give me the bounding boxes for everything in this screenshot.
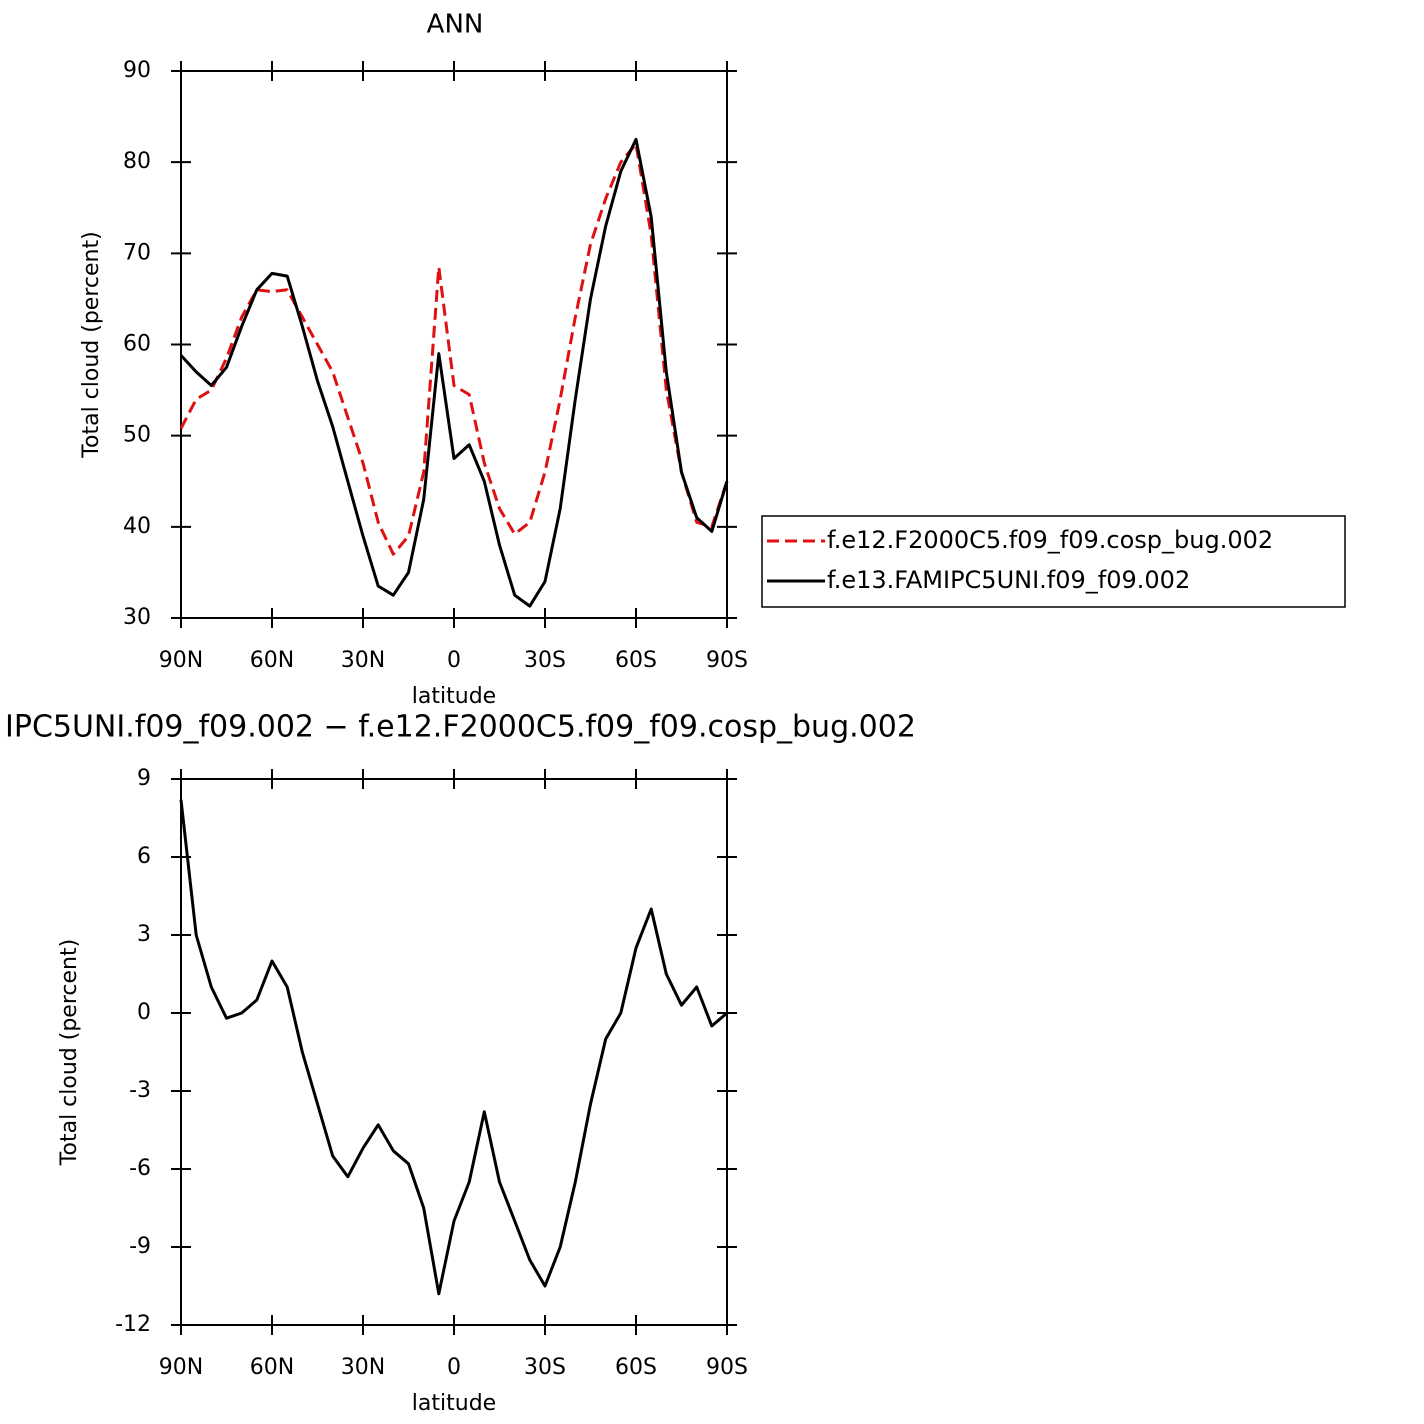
legend-text: f.e12.F2000C5.f09_f09.cosp_bug.002: [827, 526, 1273, 554]
y-tick-label: 70: [123, 240, 151, 265]
x-tick-label: 0: [447, 648, 461, 673]
y-tick-label: 60: [123, 332, 151, 357]
x-tick-label: 60N: [250, 1355, 294, 1380]
x-tick-label: 90N: [159, 648, 203, 673]
x-tick-label: 90N: [159, 1355, 203, 1380]
y-tick-label: -9: [129, 1234, 151, 1259]
x-tick-label: 30N: [341, 648, 385, 673]
y-tick-label: 90: [123, 58, 151, 83]
y-tick-label: -3: [129, 1078, 151, 1103]
y-tick-label: 30: [123, 605, 151, 630]
y-axis-label: Total cloud (percent): [57, 939, 82, 1166]
y-tick-label: 3: [137, 922, 151, 947]
data-line: [179, 142, 729, 556]
x-tick-label: 90S: [706, 1355, 748, 1380]
y-axis-label: Total cloud (percent): [79, 231, 104, 458]
data-line: [179, 137, 729, 608]
x-tick-label: 90S: [706, 648, 748, 673]
chart-title: ANN: [427, 10, 484, 40]
legend-box: [761, 515, 1346, 608]
y-tick-label: 6: [137, 844, 151, 869]
x-tick-label: 60S: [615, 1355, 657, 1380]
y-tick-label: 80: [123, 149, 151, 174]
chart-title: IPC5UNI.f09_f09.002 − f.e12.F2000C5.f09_…: [5, 710, 916, 745]
plot-frame: [180, 70, 728, 619]
legend-text: f.e13.FAMIPC5UNI.f09_f09.002: [827, 566, 1190, 594]
x-tick-label: 30S: [524, 648, 566, 673]
y-tick-label: -12: [115, 1312, 151, 1337]
x-tick-label: 30N: [341, 1355, 385, 1380]
x-tick-label: 0: [447, 1355, 461, 1380]
x-axis-label: latitude: [412, 684, 496, 709]
plot-frame: [180, 778, 728, 1326]
y-tick-label: -6: [129, 1156, 151, 1181]
data-line: [179, 799, 728, 1296]
x-tick-label: 60S: [615, 648, 657, 673]
x-tick-label: 60N: [250, 648, 294, 673]
y-tick-label: 0: [137, 1000, 151, 1025]
x-axis-label: latitude: [412, 1391, 496, 1416]
y-tick-label: 50: [123, 423, 151, 448]
y-tick-label: 9: [137, 766, 151, 791]
y-tick-label: 40: [123, 514, 151, 539]
x-tick-label: 30S: [524, 1355, 566, 1380]
